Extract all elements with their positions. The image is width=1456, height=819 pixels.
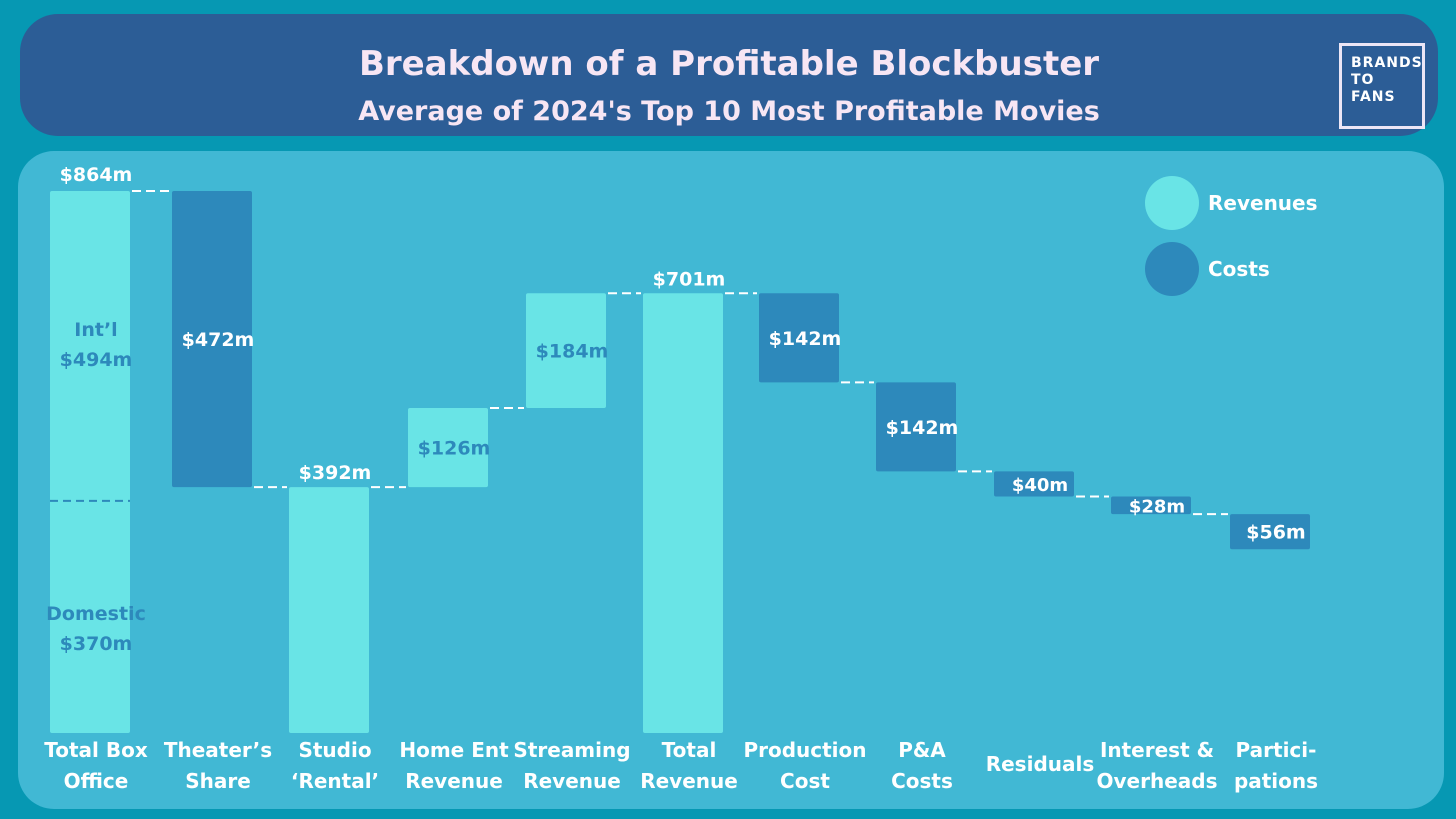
category-label: Production [743,738,866,762]
category-label: Total [662,738,717,762]
category-label: pations [1234,769,1318,793]
segment-value-label: $494m [60,349,133,371]
bar-cost [1111,496,1191,515]
category-label: Streaming [513,738,630,762]
segment-name-label: Int’l [74,319,117,341]
legend-swatch [1145,176,1199,230]
category-label: Share [185,769,251,793]
category-label: Overheads [1097,769,1218,793]
category-label: Cost [780,769,830,793]
bar-value-label: $184m [536,341,609,363]
bar-cost [172,191,252,488]
category-label: Theater’s [164,738,272,762]
category-label: Home Ent [399,738,509,762]
category-label: Revenue [405,769,503,793]
category-label: Office [64,769,129,793]
bar-revenue [408,408,488,488]
waterfall-chart: $864m Domestic $370m Int’l $494m $472m $392m $1… [44,164,1318,793]
bar-revenue [289,487,369,733]
chart-title: Breakdown of a Profitable Blockbuster [358,44,1100,84]
bar-cost [994,471,1074,497]
bar-value-label: $28m [1129,496,1185,517]
brand-logo: BRANDS TO FANS [1339,43,1425,129]
bar-value-label: $56m [1246,522,1305,544]
category-label: Costs [891,769,953,793]
legend-swatch [1145,242,1199,296]
legend-label: Revenues [1208,191,1318,215]
category-label: P&A [898,738,946,762]
logo-line: FANS [1351,89,1396,105]
bar-revenue [643,293,723,733]
chart-panel: $864m Domestic $370m Int’l $494m $472m $392m $1… [18,151,1444,809]
chart-subtitle: Average of 2024's Top 10 Most Profitable… [358,96,1100,127]
bar-value-label: $142m [769,328,842,350]
bar-total-label: $864m [60,164,133,186]
bar-value-label: $40m [1012,475,1068,496]
bar-total-label: $392m [299,462,372,484]
bar-value-label: $142m [886,417,959,439]
segment-name-label: Domestic [46,603,146,625]
category-label: Residuals [986,752,1095,776]
logo-line: TO [1351,72,1375,88]
bar-cost [759,293,839,383]
category-label: Total Box [44,738,148,762]
legend-label: Costs [1208,257,1270,281]
category-label: Revenue [640,769,738,793]
segment-value-label: $370m [60,633,133,655]
category-label: Interest & [1100,738,1214,762]
category-label: Partici- [1236,738,1317,762]
bar-cost [1230,514,1310,550]
logo-line: BRANDS [1351,55,1423,71]
header-banner: Breakdown of a Profitable Blockbuster Av… [20,14,1438,136]
bar-cost [876,382,956,472]
category-label: Studio [298,738,371,762]
category-label: ‘Rental’ [291,769,379,793]
bar-value-label: $126m [418,438,491,460]
bar-total-label: $701m [653,268,726,290]
bar-revenue [50,191,130,733]
bar-revenue [526,293,606,409]
category-label: Revenue [523,769,621,793]
bar-value-label: $472m [182,329,255,351]
